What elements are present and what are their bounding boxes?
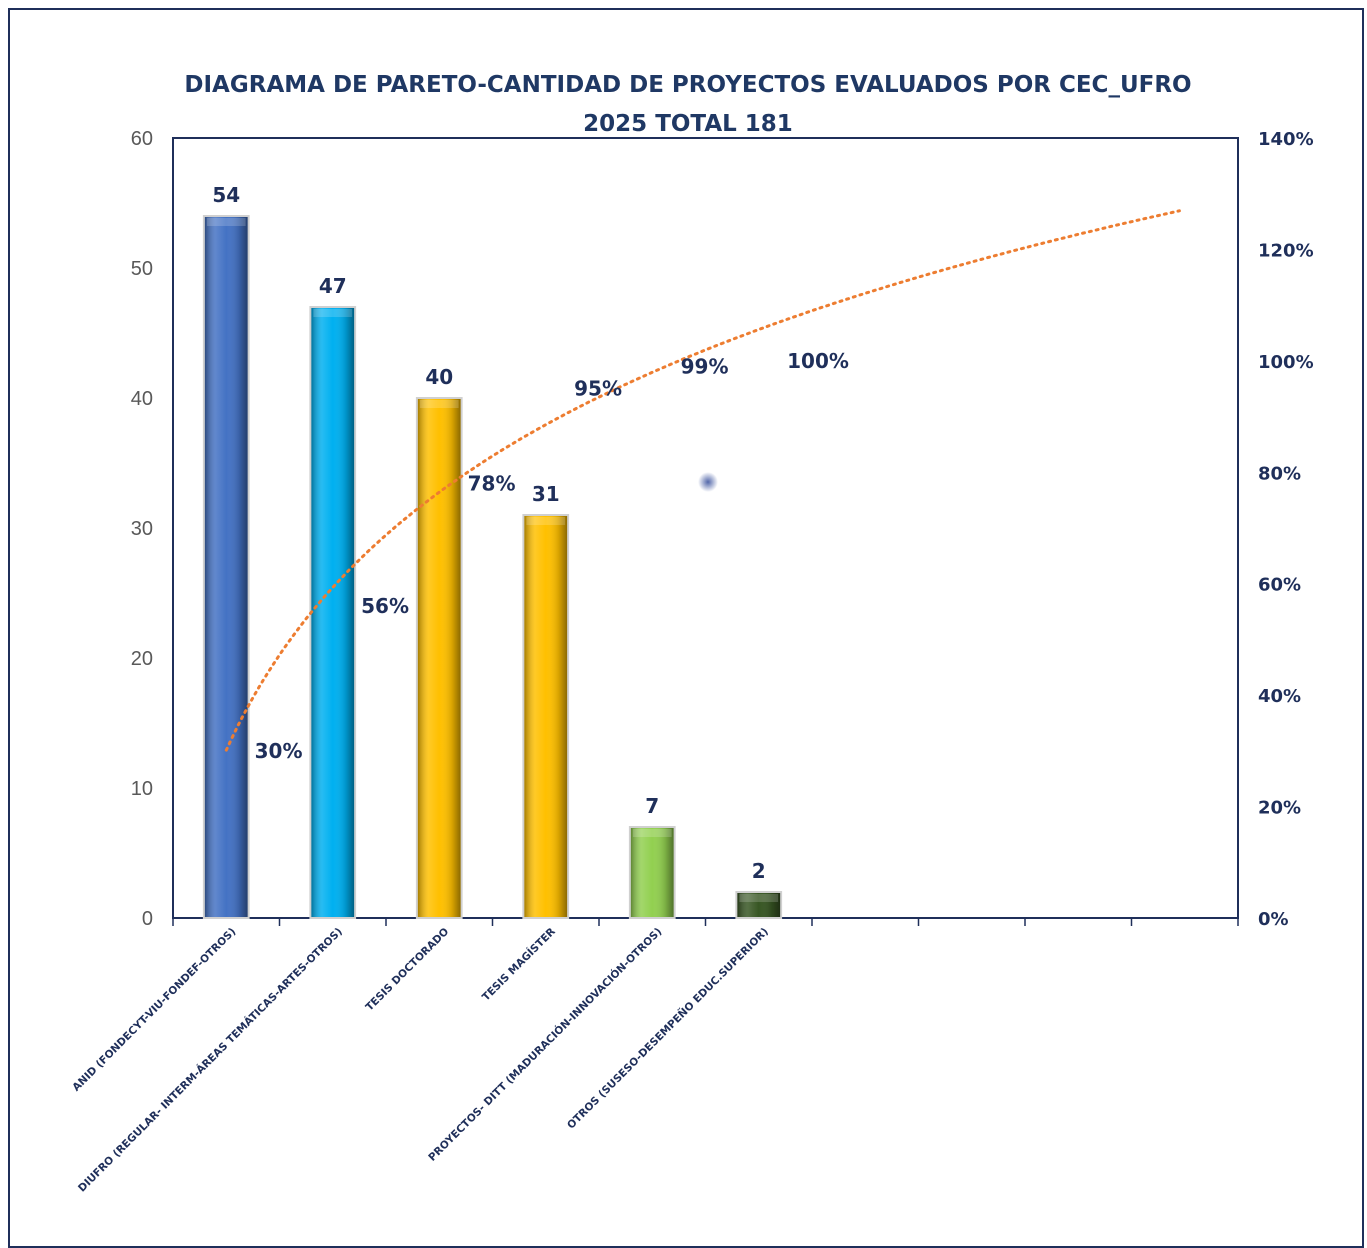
bar-value-label: 47: [319, 274, 347, 298]
bar: [628, 826, 676, 919]
right-axis-tick-label: 120%: [1258, 240, 1314, 261]
category-label: PROYECTOS- DITT (MADURACIÓN-INNOVACIÓN-O…: [426, 925, 665, 1164]
left-y-axis: 0 10 20 30 40 50 60: [131, 128, 153, 930]
x-axis-ticks: [172, 918, 1239, 926]
right-axis-tick-label: 0%: [1258, 909, 1289, 930]
right-axis-tick-label: 40%: [1258, 686, 1301, 707]
right-axis-tick-label: 140%: [1258, 129, 1314, 150]
chart-title-line-2: 2025 TOTAL 181: [583, 111, 793, 137]
bar-value-label: 7: [645, 794, 659, 818]
category-label: DIUFRO (REGULAR- INTERM-ÁREAS TEMÁTICAS-…: [75, 925, 345, 1195]
bar: [735, 891, 783, 919]
bar: [522, 514, 570, 919]
cumulative-trendline: [224, 209, 1181, 752]
right-axis-tick-label: 20%: [1258, 798, 1301, 819]
left-axis-tick-label: 20: [131, 648, 153, 670]
cumulative-percent-label: 99%: [681, 354, 729, 378]
cumulative-percent-label: 100%: [787, 349, 849, 373]
bar-value-label: 40: [425, 365, 453, 389]
category-label: TESIS DOCTORADO: [363, 926, 451, 1014]
marker-dot: [698, 472, 718, 492]
bar-value-label: 31: [532, 482, 560, 506]
bar-value-label: 2: [752, 859, 766, 883]
bar: [415, 397, 463, 919]
left-axis-tick-label: 10: [131, 778, 153, 800]
bar: [309, 306, 357, 919]
left-axis-tick-label: 30: [131, 518, 153, 540]
bar-value-label: 54: [212, 183, 240, 207]
category-label: OTROS (SUSESO-DESEMPEÑO EDUC.SUPERIOR): [564, 925, 771, 1132]
cumulative-percent-label: 95%: [574, 377, 622, 401]
left-axis-tick-label: 40: [131, 388, 153, 410]
category-label: TESIS MAGÍSTER: [479, 925, 558, 1004]
category-label: ANID (FONDECYT-VIU-FONDEF-OTROS): [70, 926, 238, 1094]
cumulative-percent-labels: 30% 56% 78% 95% 99% 100%: [255, 349, 849, 763]
right-axis-tick-label: 60%: [1258, 575, 1301, 596]
cumulative-percent-label: 78%: [468, 471, 516, 495]
left-axis-tick-label: 0: [142, 908, 153, 930]
cumulative-percent-label: 30%: [255, 739, 303, 763]
cumulative-percent-label: 56%: [361, 594, 409, 618]
right-axis-tick-label: 80%: [1258, 463, 1301, 484]
bar-series: [202, 215, 783, 919]
chart-title-line-1: DIAGRAMA DE PARETO-CANTIDAD DE PROYECTOS…: [184, 72, 1191, 98]
right-axis-tick-label: 100%: [1258, 352, 1314, 373]
category-labels: ANID (FONDECYT-VIU-FONDEF-OTROS)DIUFRO (…: [70, 925, 771, 1195]
left-axis-tick-label: 60: [131, 128, 153, 150]
right-y-axis: 0% 20% 40% 60% 80% 100% 120% 140%: [1258, 129, 1314, 930]
left-axis-tick-label: 50: [131, 258, 153, 280]
bar: [202, 215, 250, 919]
bar-value-labels: 54 47 40 31 7 2: [212, 183, 765, 883]
